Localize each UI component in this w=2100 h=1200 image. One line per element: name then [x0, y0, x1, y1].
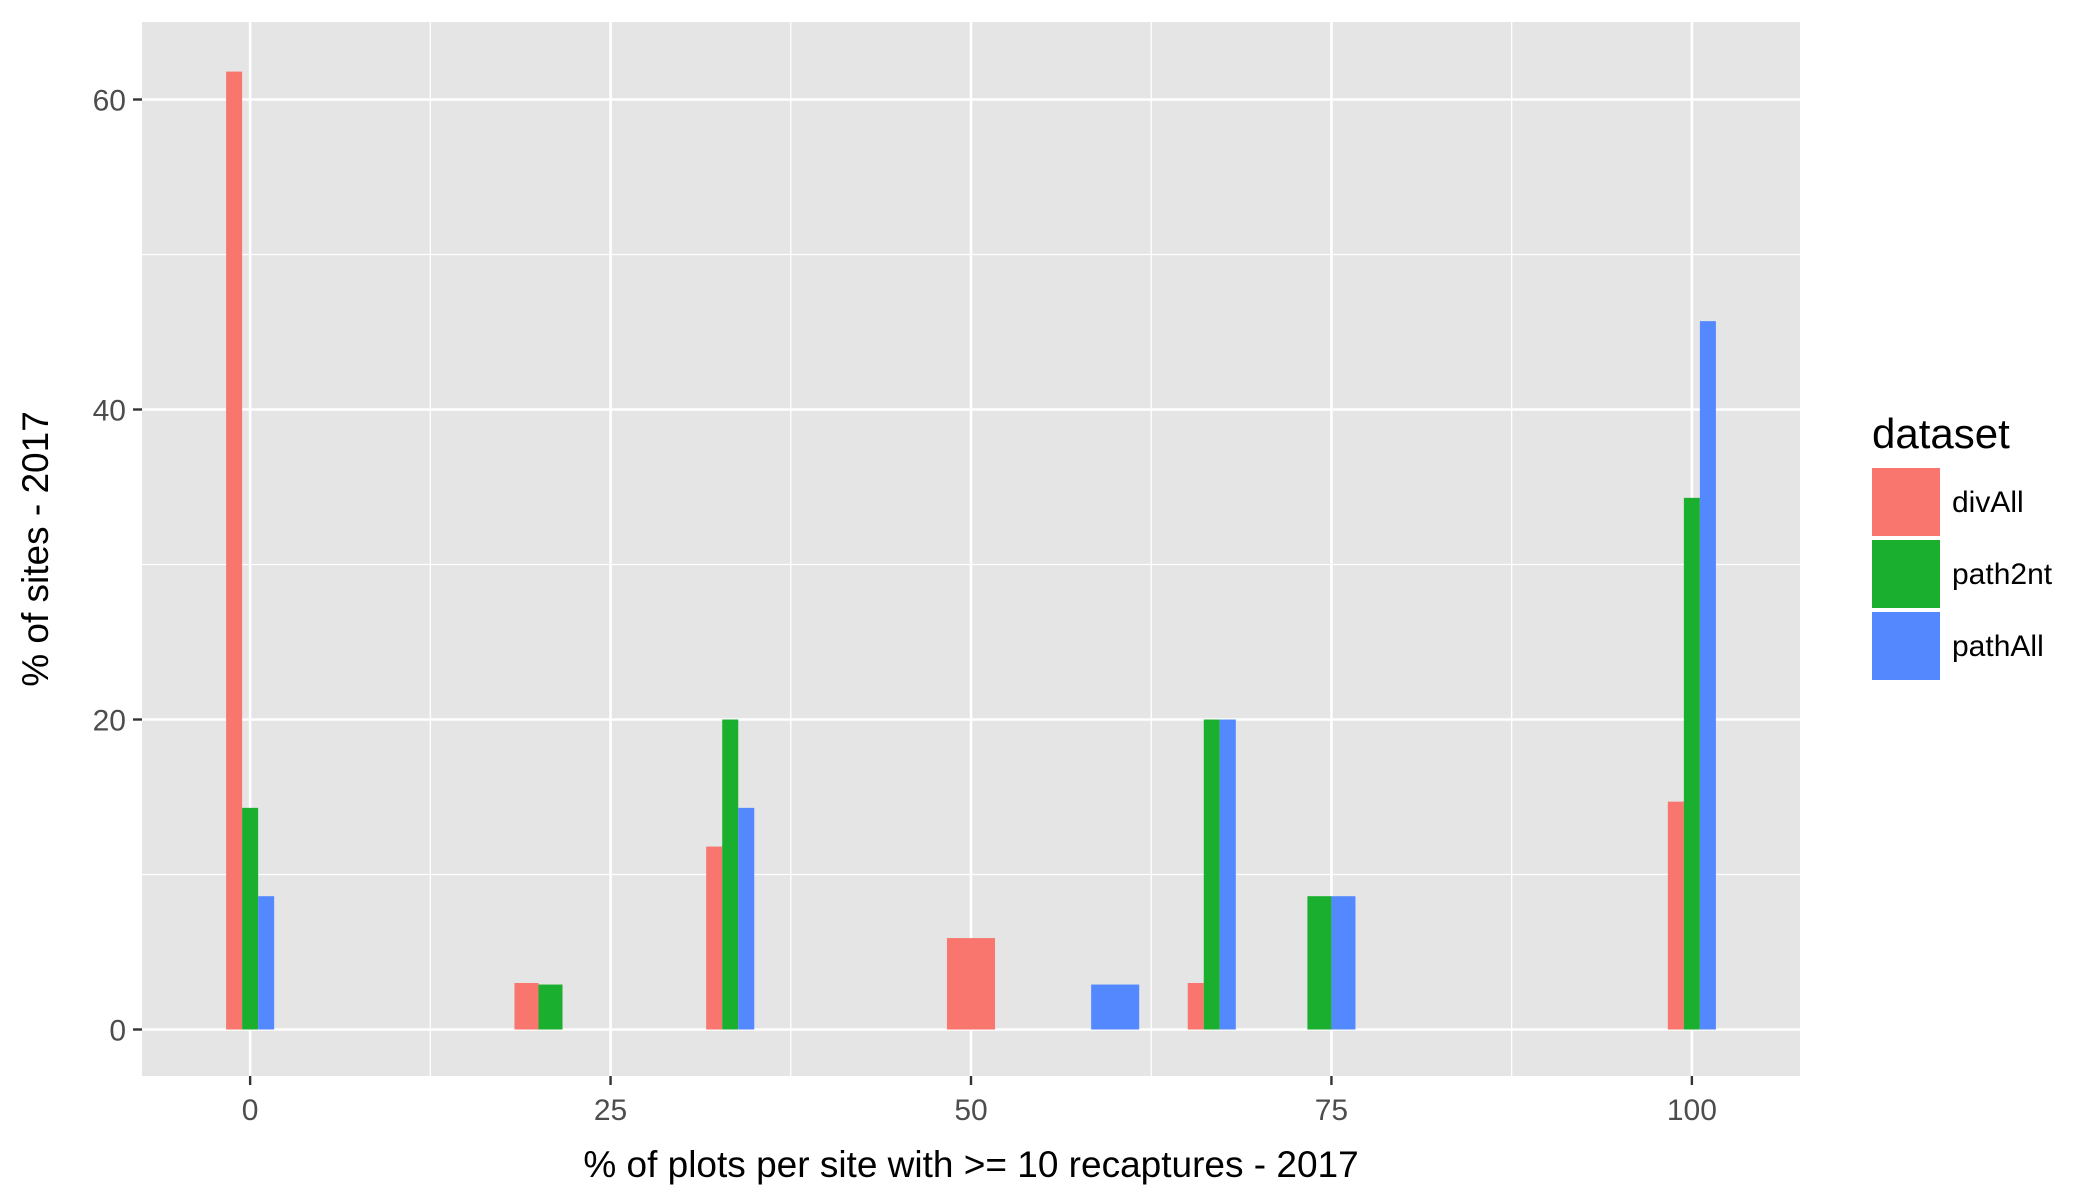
- legend-key-pathAll: [1872, 612, 1940, 680]
- legend-label-pathAll: pathAll: [1952, 630, 2044, 663]
- bar-divAll: [514, 983, 539, 1030]
- bar-pathAll: [738, 807, 755, 1030]
- bar-divAll: [1187, 983, 1204, 1030]
- bar-path2nt: [1683, 497, 1700, 1030]
- bar-path2nt: [722, 719, 739, 1030]
- x-tick-label: 75: [1315, 1094, 1348, 1127]
- bar-pathAll: [258, 896, 275, 1030]
- legend-key-divAll: [1872, 468, 1940, 536]
- x-axis: 0 25 50 75 100: [242, 1076, 1717, 1127]
- bar-path2nt: [1203, 719, 1220, 1030]
- legend-title: dataset: [1872, 410, 2010, 457]
- bar-path2nt: [242, 807, 259, 1030]
- bar-pathAll: [1091, 984, 1140, 1030]
- bar-divAll: [706, 846, 723, 1030]
- bar-pathAll: [1331, 896, 1356, 1030]
- bar-divAll: [946, 938, 996, 1030]
- x-tick-label: 100: [1667, 1094, 1717, 1127]
- legend-label-divAll: divAll: [1952, 486, 2024, 519]
- bar-path2nt: [1307, 896, 1332, 1030]
- x-tick-label: 50: [954, 1094, 987, 1127]
- x-tick-label: 25: [594, 1094, 627, 1127]
- legend-key-path2nt: [1872, 540, 1940, 608]
- bar-path2nt: [538, 984, 563, 1030]
- x-axis-title: % of plots per site with >= 10 recapture…: [583, 1144, 1358, 1185]
- legend: dataset divAll path2nt pathAll: [1872, 410, 2053, 680]
- bar-pathAll: [1699, 321, 1716, 1030]
- y-axis-title: % of sites - 2017: [15, 411, 56, 687]
- y-axis: 0 20 40 60: [93, 85, 142, 1048]
- bar-divAll: [226, 71, 243, 1030]
- bar-pathAll: [1219, 719, 1236, 1030]
- y-tick-label: 60: [93, 85, 126, 118]
- bars: [226, 71, 1716, 1030]
- y-tick-label: 0: [109, 1015, 126, 1048]
- y-tick-label: 40: [93, 395, 126, 428]
- legend-label-path2nt: path2nt: [1952, 558, 2053, 591]
- y-tick-label: 20: [93, 705, 126, 738]
- x-tick-label: 0: [242, 1094, 259, 1127]
- bar-divAll: [1667, 801, 1684, 1030]
